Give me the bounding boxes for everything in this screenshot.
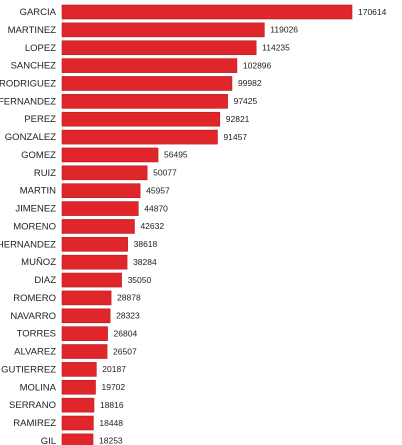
value-label-torres: 26804: [114, 328, 138, 338]
category-label-garcia: GARCIA: [20, 7, 57, 18]
value-label-serrano: 18816: [100, 400, 124, 410]
bar-gomez: [61, 147, 159, 163]
category-label-moreno: MORENO: [13, 221, 56, 232]
category-label-molina: MOLINA: [20, 382, 57, 393]
bar-martinez: [61, 22, 265, 38]
category-label-gil: GIL: [41, 436, 56, 445]
category-label-romero: ROMERO: [13, 293, 56, 304]
category-label-lopez: LOPEZ: [25, 43, 56, 54]
category-label-fernandez: FERNANDEZ: [0, 96, 56, 107]
value-label-martin: 45957: [146, 185, 170, 195]
category-labels-group: GARCIA MARTINEZ LOPEZ SANCHEZ RODRIGUEZ FERNA…: [0, 7, 57, 445]
bar-gonzalez: [61, 129, 218, 145]
bar-ruiz: [61, 165, 148, 181]
bar-fernandez: [61, 94, 228, 109]
value-label-martinez: 119026: [270, 25, 298, 35]
bar-rodriguez: [61, 76, 233, 91]
category-label-sanchez: SANCHEZ: [11, 61, 57, 72]
value-label-gomez: 56495: [164, 150, 188, 160]
bar-perez: [61, 111, 221, 127]
bar-diaz: [61, 272, 122, 288]
value-label-navarro: 28323: [116, 311, 140, 321]
value-label-gil: 18253: [99, 436, 123, 445]
category-label-torres: TORRES: [17, 329, 56, 340]
category-label-muñoz: MUÑOZ: [21, 257, 56, 268]
bar-jimenez: [61, 201, 139, 216]
bar-muñoz: [61, 254, 128, 270]
value-label-perez: 92821: [226, 114, 250, 124]
value-label-diaz: 35050: [128, 275, 152, 285]
category-label-serrano: SERRANO: [9, 400, 56, 411]
category-label-ruiz: RUIZ: [34, 168, 56, 179]
category-label-gomez: GOMEZ: [21, 150, 56, 161]
bar-gutierrez: [61, 362, 97, 377]
category-label-ramirez: RAMIREZ: [13, 418, 56, 429]
value-label-molina: 19702: [101, 382, 125, 392]
value-label-ramirez: 18448: [99, 418, 123, 428]
value-labels-group: 170614 119026 114235 102896 99982 97425 92821 9…: [99, 7, 387, 445]
category-label-diaz: DIAZ: [34, 275, 56, 286]
value-label-gutierrez: 20187: [102, 364, 126, 374]
value-label-alvarez: 26507: [113, 346, 137, 356]
value-label-sanchez: 102896: [243, 60, 272, 70]
category-label-hernandez: HERNANDEZ: [0, 239, 56, 250]
category-label-perez: PEREZ: [24, 114, 56, 125]
value-label-gonzalez: 91457: [223, 132, 247, 142]
bar-moreno: [61, 219, 135, 234]
bar-molina: [61, 379, 96, 395]
category-label-navarro: NAVARRO: [10, 311, 56, 322]
value-label-rodriguez: 99982: [238, 78, 262, 88]
bar-ramirez: [61, 415, 94, 431]
category-label-jimenez: JIMENEZ: [15, 204, 56, 215]
bar-lopez: [61, 40, 257, 56]
bar-navarro: [61, 308, 111, 324]
bars-group: [61, 4, 353, 445]
value-label-jimenez: 44870: [144, 203, 168, 213]
category-label-alvarez: ALVAREZ: [14, 347, 56, 358]
category-label-gutierrez: GUTIERREZ: [1, 364, 56, 375]
category-label-gonzalez: GONZALEZ: [5, 132, 56, 143]
bar-sanchez: [61, 58, 238, 73]
value-label-hernandez: 38618: [134, 239, 158, 249]
value-label-moreno: 42632: [140, 221, 164, 231]
bar-garcia: [61, 4, 353, 20]
category-label-rodriguez: RODRIGUEZ: [0, 78, 56, 89]
value-label-fernandez: 97425: [234, 96, 258, 106]
value-label-ruiz: 50077: [153, 168, 177, 178]
category-label-martin: MARTIN: [20, 186, 56, 197]
category-label-martinez: MARTINEZ: [8, 25, 57, 36]
bar-hernandez: [61, 237, 128, 252]
value-label-romero: 28878: [117, 293, 141, 303]
value-label-garcia: 170614: [358, 7, 387, 17]
bar-alvarez: [61, 344, 108, 359]
bar-martin: [61, 183, 141, 198]
bar-romero: [61, 290, 112, 306]
value-label-muñoz: 38284: [133, 257, 157, 267]
value-label-lopez: 114235: [262, 42, 290, 52]
bar-gil: [61, 433, 94, 445]
bar-torres: [61, 326, 108, 341]
bar-serrano: [61, 397, 95, 413]
